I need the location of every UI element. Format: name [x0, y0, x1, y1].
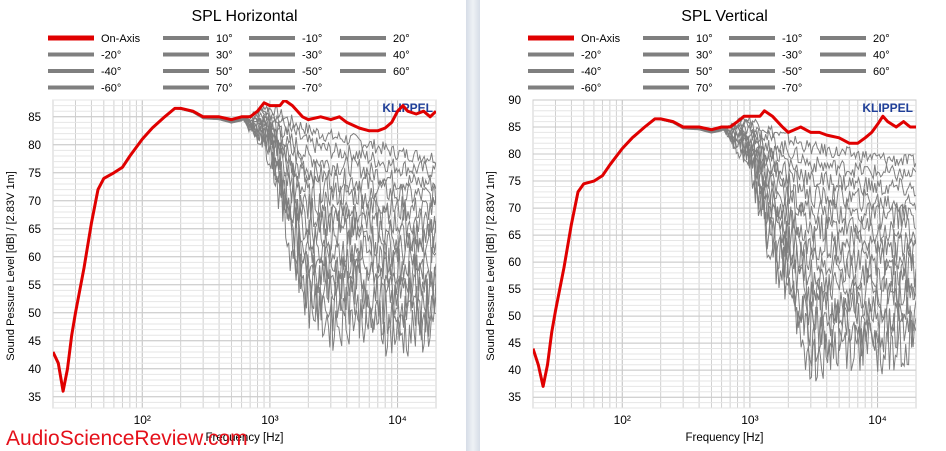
legend-label: 30° [696, 50, 713, 62]
y-axis-label: Sound Pessure Level [dB] / [2.83V 1m] [485, 171, 497, 361]
y-tick-label: 65 [28, 224, 41, 236]
legend-label: -30° [782, 50, 802, 62]
plot-curves [53, 100, 436, 393]
legend-label: 70° [216, 83, 233, 95]
chart-title: SPL Horizontal [191, 8, 297, 25]
x-tick-label: 10² [614, 413, 631, 427]
legend-label: -20° [581, 50, 601, 62]
plot-curves [533, 109, 916, 388]
x-tick-label: 10³ [261, 413, 278, 427]
legend-label: -50° [782, 66, 802, 78]
panel-horizontal: SPL Horizontal On-Axis 10° -10° 20° -20° 30° -3… [0, 0, 466, 451]
on-axis-curve [533, 109, 916, 388]
legend-label: On-Axis [101, 33, 141, 45]
y-tick-label: 50 [508, 311, 521, 323]
y-tick-label: 75 [508, 176, 521, 188]
y-tick-label: 55 [28, 280, 41, 292]
legend-label: 70° [696, 83, 713, 95]
legend-label: -50° [302, 66, 322, 78]
y-tick-label: 50 [28, 308, 41, 320]
y-tick-label: 85 [28, 112, 41, 124]
panel-divider [466, 0, 480, 451]
y-tick-label: 40 [508, 365, 521, 377]
legend-label: -60° [581, 83, 601, 95]
y-tick-label: 35 [508, 392, 521, 404]
y-tick-label: 55 [508, 284, 521, 296]
y-tick-label: 60 [28, 252, 41, 264]
legend-label: 40° [393, 50, 410, 62]
y-tick-label: 80 [508, 149, 521, 161]
x-tick-label: 10² [134, 413, 151, 427]
legend-label: -70° [782, 83, 802, 95]
y-tick-label: 70 [508, 203, 521, 215]
y-tick-label: 35 [28, 392, 41, 404]
legend-label: -30° [302, 50, 322, 62]
legend-label: -40° [101, 66, 121, 78]
x-axis-label: Frequency [Hz] [686, 432, 764, 444]
panel-vertical: SPL Vertical On-Axis 10° -10° 20° -20° 30° -30°… [480, 0, 946, 451]
legend-label: -20° [101, 50, 121, 62]
chart-title: SPL Vertical [681, 8, 768, 25]
legend-label: -10° [302, 33, 322, 45]
y-tick-label: 75 [28, 168, 41, 180]
y-tick-label: 80 [28, 140, 41, 152]
x-tick-label: 10³ [741, 413, 758, 427]
y-tick-label: 65 [508, 230, 521, 242]
legend-label: 50° [216, 66, 233, 78]
legend-label: 40° [873, 50, 890, 62]
chart-horizontal: SPL Horizontal On-Axis 10° -10° 20° -20° 30° -3… [5, 8, 437, 444]
legend-label: -40° [581, 66, 601, 78]
klippel-label: KLIPPEL [862, 101, 913, 115]
legend-label: 50° [696, 66, 713, 78]
y-tick-label: 60 [508, 257, 521, 269]
x-tick-label: 10⁴ [868, 413, 887, 427]
y-tick-label: 70 [28, 196, 41, 208]
on-axis-curve [53, 100, 436, 393]
legend-label: On-Axis [581, 33, 621, 45]
legend-label: -60° [101, 83, 121, 95]
y-axis-label: Sound Pessure Level [dB] / [2.83V 1m] [5, 171, 17, 361]
legend-label: 10° [696, 33, 713, 45]
y-tick-label: 90 [508, 95, 521, 107]
legend-label: 30° [216, 50, 233, 62]
y-tick-label: 40 [28, 364, 41, 376]
x-axis-label: Frequency [Hz] [206, 432, 284, 444]
y-tick-label: 45 [28, 336, 41, 348]
legend-label: -70° [302, 83, 322, 95]
legend-label: 60° [393, 66, 410, 78]
legend-label: -10° [782, 33, 802, 45]
legend-label: 60° [873, 66, 890, 78]
y-tick-label: 45 [508, 338, 521, 350]
legend-label: 20° [393, 33, 410, 45]
x-tick-label: 10⁴ [388, 413, 407, 427]
legend-label: 10° [216, 33, 233, 45]
y-tick-label: 85 [508, 122, 521, 134]
chart-vertical: SPL Vertical On-Axis 10° -10° 20° -20° 30° -30°… [485, 8, 917, 444]
plot-area [532, 99, 917, 409]
watermark: AudioScienceReview.com [6, 427, 248, 450]
legend-label: 20° [873, 33, 890, 45]
